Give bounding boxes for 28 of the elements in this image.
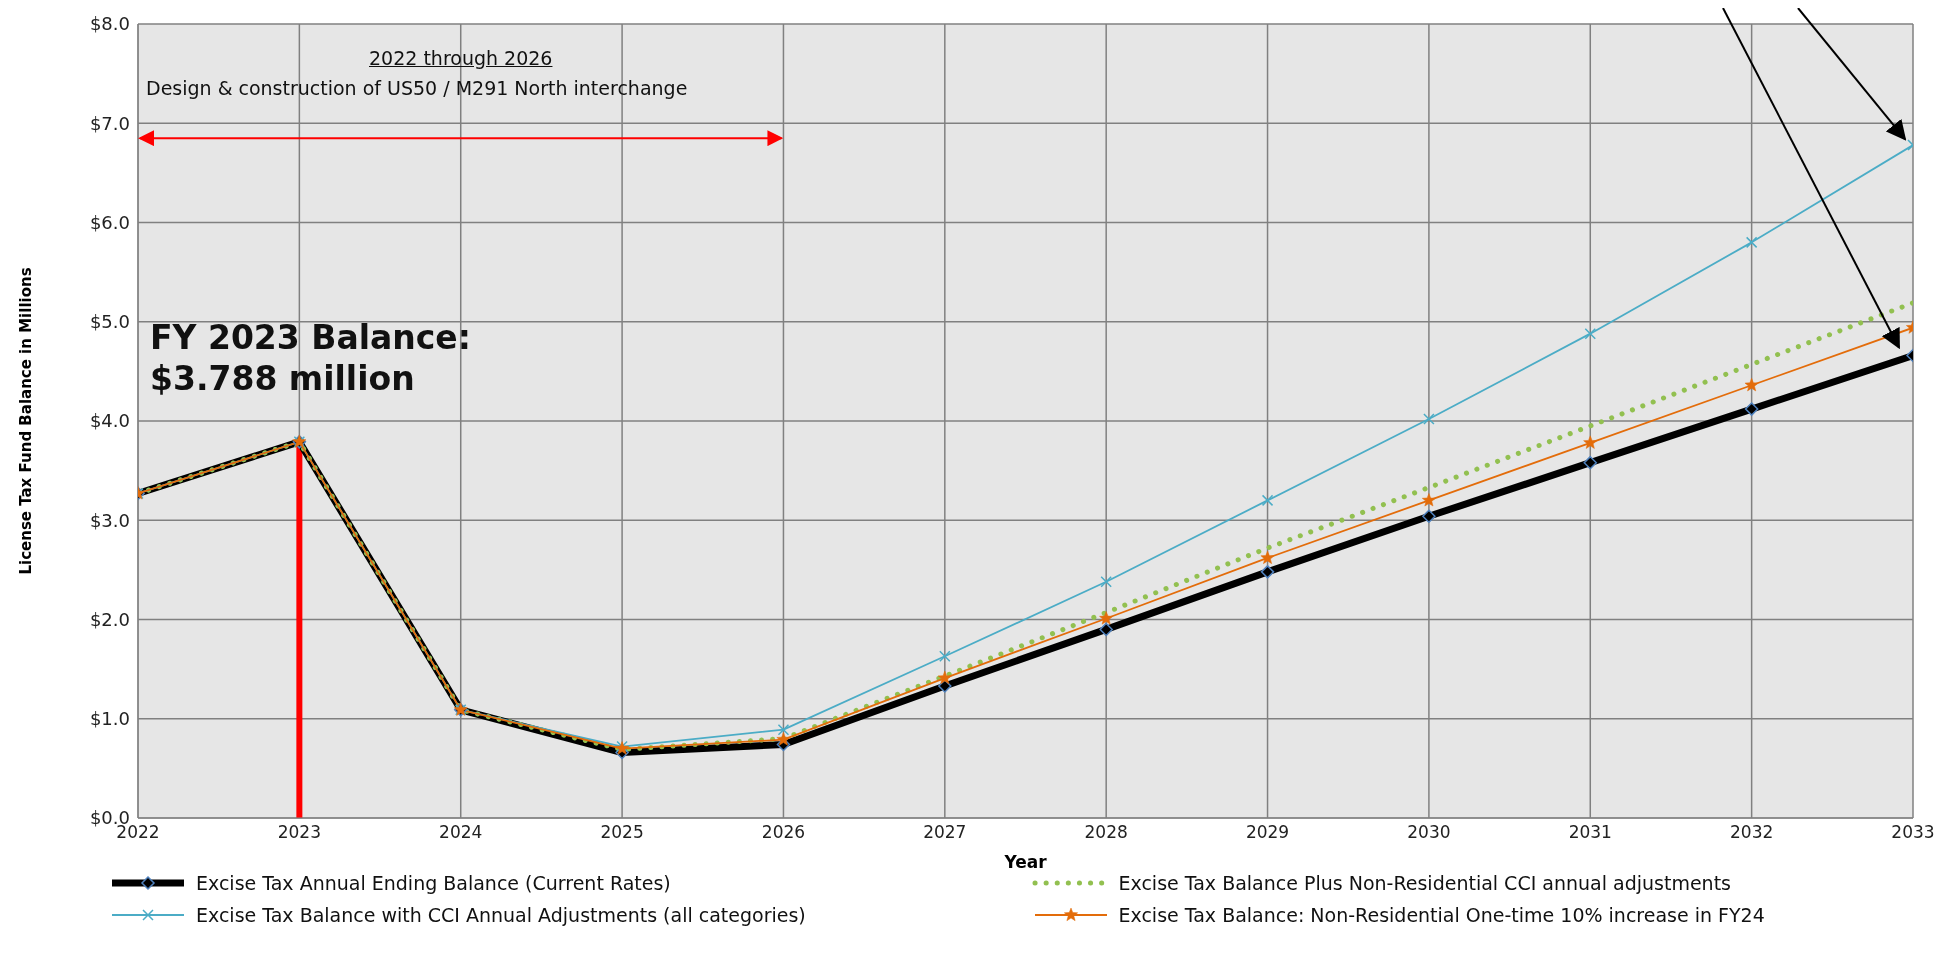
x-tick-label: 2024 [439, 822, 483, 843]
legend-label: Excise Tax Balance Plus Non-Residential CCI annual adjustments [1118, 872, 1731, 894]
annotation: 2022 through 2026 [368, 46, 554, 69]
x-tick-label: 2027 [923, 822, 967, 843]
y-tick-label: $1.0 [89, 708, 130, 730]
y-tick-label: $6.0 [89, 211, 130, 233]
y-axis-title: License Tax Fund Balance in Millions [17, 267, 36, 575]
x-axis-title: Year [1003, 852, 1048, 872]
y-tick-label: $8.0 [89, 13, 130, 35]
x-tick-label: 2031 [1568, 822, 1612, 843]
x-tick-label: 2025 [600, 822, 644, 843]
y-tick-label: $7.0 [89, 112, 130, 134]
x-tick-label: 2029 [1245, 822, 1290, 843]
x-tick-label: 2026 [761, 822, 806, 843]
x-tick-label: 2030 [1407, 822, 1451, 843]
legend-label: Excise Tax Balance with CCI Annual Adjustments (all categories) [196, 904, 806, 926]
legend-label: Excise Tax Annual Ending Balance (Current Rates) [196, 872, 671, 894]
y-tick-label: $4.0 [89, 410, 130, 432]
legend-label: Excise Tax Balance: Non-Residential One-time 10% increase in FY24 [1118, 904, 1765, 926]
y-tick-label: $2.0 [89, 608, 130, 630]
annotation: FY 2023 Balance: $3.788 million [150, 316, 472, 400]
y-tick-label: $3.0 [89, 509, 130, 531]
x-tick-label: 2033 [1891, 822, 1935, 843]
x-tick-label: 2032 [1730, 822, 1774, 843]
x-tick-label: 2023 [277, 822, 321, 843]
annotation: Design & construction of US50 / M291 North interchange [146, 76, 688, 99]
x-tick-label: 2028 [1084, 822, 1128, 843]
y-tick-label: $5.0 [89, 311, 130, 333]
